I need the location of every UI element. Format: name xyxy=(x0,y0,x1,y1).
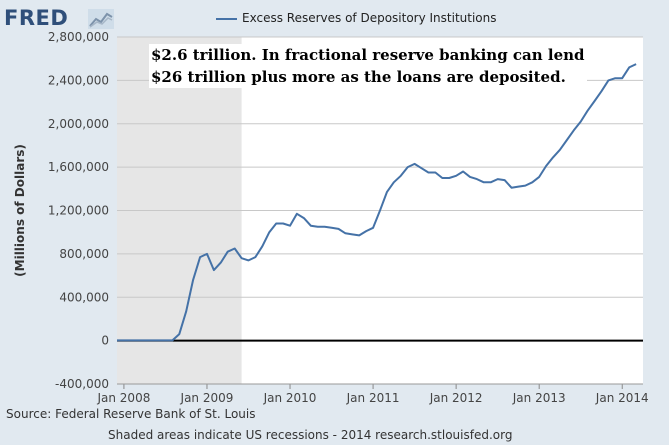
chart-annotation: $2.6 trillion. In fractional reserve ban… xyxy=(149,44,587,88)
x-tick-label: Jan 2012 xyxy=(429,391,483,405)
x-tick-label: Jan 2014 xyxy=(595,391,649,405)
fred-logo: FRED xyxy=(4,6,69,30)
x-tick-label: Jan 2011 xyxy=(346,391,400,405)
x-tick-label: Jan 2008 xyxy=(96,391,150,405)
x-tick-label: Jan 2009 xyxy=(180,391,234,405)
y-tick-label: 2,000,000 xyxy=(48,117,109,131)
recession-note: Shaded areas indicate US recessions - 20… xyxy=(108,428,513,442)
x-tick-label: Jan 2013 xyxy=(512,391,566,405)
y-tick-label: 1,200,000 xyxy=(48,204,109,218)
y-tick-label: 1,600,000 xyxy=(48,160,109,174)
annotation-line-2: $26 trillion plus more as the loans are … xyxy=(151,68,566,86)
y-axis-label: (Millions of Dollars) xyxy=(13,144,27,277)
y-tick-label: 400,000 xyxy=(59,290,109,304)
line-chart-icon xyxy=(88,9,114,29)
y-tick-label: 800,000 xyxy=(59,247,109,261)
y-tick-label: 2,800,000 xyxy=(48,30,109,44)
legend-series-swatch xyxy=(216,18,237,20)
y-tick-label: 0 xyxy=(101,334,109,348)
annotation-line-1: $2.6 trillion. In fractional reserve ban… xyxy=(151,46,585,64)
y-tick-label: -400,000 xyxy=(55,377,109,391)
y-tick-label: 2,400,000 xyxy=(48,73,109,87)
x-tick-label: Jan 2010 xyxy=(263,391,317,405)
series-line xyxy=(117,63,637,342)
legend-series-label: Excess Reserves of Depository Institutio… xyxy=(242,11,497,25)
source-note: Source: Federal Reserve Bank of St. Loui… xyxy=(6,407,256,421)
